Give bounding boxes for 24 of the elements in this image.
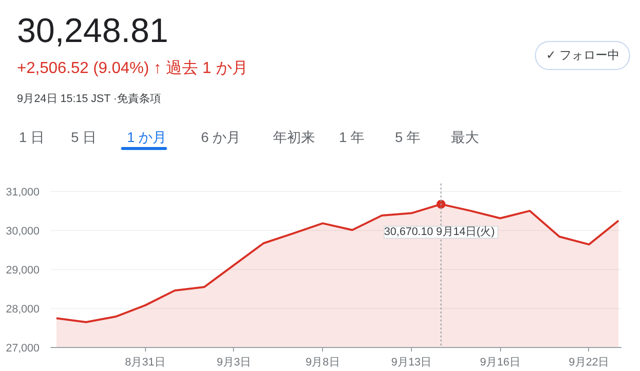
x-tick-label: 9月13日 — [391, 356, 432, 368]
text: 年初来 — [273, 128, 315, 147]
x-tick-label: 9月8日 — [306, 356, 340, 368]
y-tick-label: 30,000 — [6, 225, 40, 238]
chart-title: 30,248.81 — [17, 11, 168, 52]
x-tick-label: 8月31日 — [124, 356, 166, 368]
text: 9月24日 15:15 JST ·免責条項 — [17, 92, 162, 107]
text: 最大 — [451, 128, 479, 147]
y-tick-label: 28,000 — [6, 303, 40, 316]
y-tick-label: 27,000 — [6, 342, 40, 354]
text: 1 日 — [19, 128, 45, 147]
y-tick-label: 29,000 — [6, 264, 40, 276]
text: 6 か月 — [201, 128, 241, 147]
y-tick-label: 31,000 — [6, 186, 40, 198]
text: 5 日 — [71, 128, 97, 147]
x-tick-label: 9月22日 — [568, 356, 610, 368]
chart-subtitle: +2,506.52 (9.04%) ↑ 過去 1 か月 — [17, 58, 248, 79]
text: 1 か月 — [127, 128, 167, 147]
x-tick-label: 9月16日 — [480, 356, 520, 368]
annotation: 30,670.10 9月14日(火) — [384, 225, 495, 238]
x-tick-label: 9月3日 — [216, 356, 252, 368]
text: 1 年 — [339, 128, 365, 147]
text: 5 年 — [395, 128, 421, 147]
text: ✓ フォロー中 — [535, 41, 630, 70]
